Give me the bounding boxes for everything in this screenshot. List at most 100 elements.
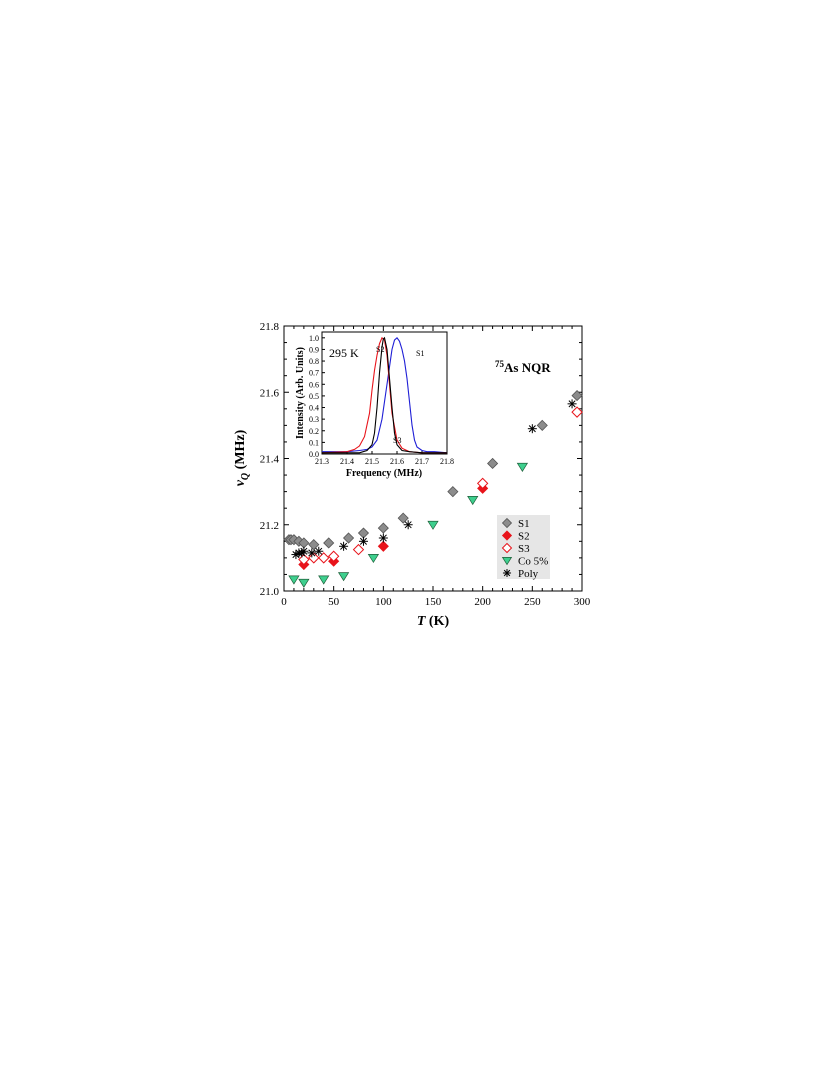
main-annotation: 75As NQR	[495, 359, 551, 375]
inset-y-tick-label: 0.8	[309, 357, 319, 366]
data-point-s1	[571, 389, 583, 402]
legend-marker-s1	[501, 517, 513, 529]
data-point-s3	[476, 477, 489, 490]
data-point-poly	[314, 546, 324, 556]
main-x-axis-title: T (K)	[417, 614, 450, 629]
legend-marker-poly	[502, 568, 512, 578]
main-y-axis-title: νQ (MHz)	[233, 429, 251, 486]
inset-x-tick-label: 21.6	[390, 457, 404, 466]
inset-y-tick-label: 0.3	[309, 415, 319, 424]
data-point-s1	[323, 537, 335, 549]
data-point-co-5-	[298, 578, 310, 588]
main-y-tick-label: 21.4	[260, 454, 280, 466]
inset-curve-label-s1: S1	[416, 349, 424, 358]
inset-y-tick-label: 0.2	[309, 427, 319, 436]
main-y-tick-label: 21.0	[260, 586, 280, 598]
series-co-5-	[288, 462, 529, 588]
inset-y-tick-label: 0.5	[309, 392, 319, 401]
main-ticks	[283, 325, 583, 592]
series-poly	[291, 399, 577, 560]
inset-x-tick-label: 21.8	[440, 457, 454, 466]
main-y-tick-label: 21.2	[260, 520, 279, 532]
inset-plot-frame	[321, 331, 448, 455]
main-x-tick-label: 300	[574, 596, 591, 608]
inset-curve-s2	[321, 336, 447, 454]
inset-curve-s1	[322, 336, 448, 454]
inset-ticks	[321, 337, 448, 455]
inset-x-tick-label: 21.7	[415, 457, 429, 466]
inset-y-tick-label: 0.1	[309, 438, 319, 447]
legend-marker-s3	[501, 542, 513, 554]
data-point-co-5-	[516, 462, 529, 472]
inset-y-tick-label: 0.0	[309, 450, 319, 459]
legend-label: Poly	[518, 568, 539, 580]
inset-y-tick-label: 1.0	[309, 334, 319, 343]
main-x-tick-label: 150	[425, 596, 442, 608]
inset-curve-label-s3: S3	[393, 436, 401, 445]
main-y-tick-label: 21.6	[260, 387, 280, 399]
inset-curve-label-s2: S2	[376, 345, 384, 354]
legend-marker-s2	[501, 530, 513, 541]
data-point-poly	[378, 533, 388, 543]
data-point-s2	[377, 540, 389, 552]
inset-x-tick-label: 21.5	[365, 457, 379, 466]
data-point-poly	[307, 548, 317, 558]
main-data-points	[283, 389, 583, 588]
data-point-s1	[487, 457, 499, 470]
data-point-s3	[308, 552, 320, 564]
legend-label: S3	[518, 543, 530, 555]
inset-annotation: 295 K	[329, 346, 359, 360]
main-tick-labels: 0 50 100 150 200 250 300 21.0 21.2 21.4 21.6 21.8	[260, 321, 591, 608]
main-x-tick-label: 50	[328, 596, 340, 608]
inset-x-tick-label: 21.3	[315, 457, 329, 466]
data-point-co-5-	[367, 554, 380, 564]
main-x-tick-label: 200	[474, 596, 491, 608]
legend-label: Co 5%	[518, 556, 548, 568]
main-x-tick-label: 0	[281, 596, 287, 608]
legend-label: S1	[518, 518, 530, 530]
legend-marker-co-5-	[501, 556, 513, 566]
data-point-s3	[571, 406, 583, 418]
data-point-s3	[298, 553, 310, 566]
data-point-s1	[447, 486, 459, 498]
inset-y-tick-label: 0.9	[309, 345, 319, 354]
data-point-s1	[343, 532, 355, 544]
data-point-s3	[327, 550, 340, 562]
data-point-co-5-	[467, 496, 479, 506]
data-point-s1	[308, 539, 320, 551]
inset-y-tick-label: 0.7	[309, 369, 319, 378]
data-point-poly	[339, 541, 349, 551]
inset-chart: 21.3 21.4 21.5 21.6 21.7 21.8 0.0 0.1 0.2 0.3 0.4 0…	[295, 331, 454, 479]
data-point-s1	[377, 522, 389, 534]
series-s1	[283, 389, 583, 551]
inset-y-tick-label: 0.6	[309, 380, 319, 389]
main-x-tick-label: 100	[375, 596, 392, 608]
data-point-poly	[358, 536, 368, 546]
inset-curves	[321, 336, 448, 454]
data-point-s1	[397, 512, 409, 524]
main-y-tick-label: 21.8	[260, 321, 280, 333]
data-point-poly	[567, 399, 577, 409]
inset-y-tick-label: 0.4	[309, 404, 319, 413]
data-point-s3	[318, 552, 330, 564]
data-point-poly	[527, 424, 537, 434]
data-point-s1	[536, 419, 548, 431]
inset-x-axis-title: Frequency (MHz)	[346, 468, 422, 479]
data-point-poly	[403, 520, 413, 530]
inset-tick-labels: 21.3 21.4 21.5 21.6 21.7 21.8 0.0 0.1 0.2 0.3 0.4 0…	[309, 334, 454, 466]
main-chart: 0 50 100 150 200 250 300 21.0 21.2 21.4 21.6 21.8 ν…	[233, 321, 591, 629]
data-point-co-5-	[288, 575, 300, 585]
series-s3	[298, 406, 583, 566]
data-point-s1	[357, 527, 370, 539]
legend-label: S2	[518, 531, 530, 543]
data-point-s3	[352, 543, 365, 556]
data-point-poly	[299, 546, 309, 556]
inset-y-axis-title: Intensity (Arb. Units)	[295, 347, 306, 439]
data-point-co-5-	[318, 575, 330, 585]
main-x-tick-label: 250	[524, 596, 541, 608]
inset-x-tick-label: 21.4	[340, 457, 354, 466]
inset-curve-s3	[322, 336, 447, 454]
data-point-co-5-	[337, 572, 350, 582]
